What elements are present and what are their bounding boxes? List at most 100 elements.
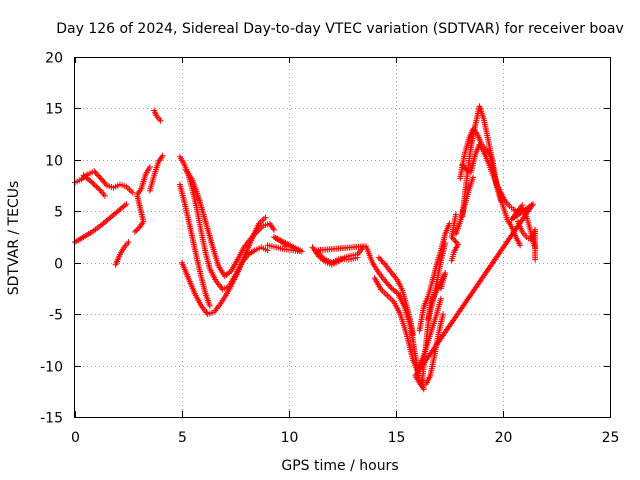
data-point-fill [90, 180, 97, 187]
series-arc-j [183, 167, 278, 280]
y-tick-label: -10 [40, 360, 63, 376]
data-point-fill [248, 234, 255, 241]
x-tick-label: 20 [495, 430, 513, 446]
data-point-fill [100, 178, 107, 185]
data-point [519, 202, 526, 209]
data-point [159, 152, 166, 159]
y-tick-label: 5 [54, 205, 63, 221]
plot-frame [74, 57, 611, 418]
plot-area [72, 103, 539, 393]
series-arc-d [112, 239, 132, 268]
data-point-fill [102, 181, 109, 188]
data-point [375, 254, 382, 261]
series-arc-z [412, 201, 536, 390]
data-point-fill [383, 279, 390, 286]
series-arc-t [448, 211, 462, 264]
data-point [437, 295, 444, 302]
data-point-fill [379, 258, 386, 265]
data-point [123, 201, 130, 208]
data-point-fill [449, 235, 456, 242]
series-arc-e [131, 164, 153, 235]
data-point [101, 192, 108, 199]
y-tick-label: 15 [45, 102, 63, 118]
data-point [146, 164, 153, 171]
data-point-fill [98, 176, 105, 183]
chart-title: Day 126 of 2024, Sidereal Day-to-day VTE… [56, 21, 624, 37]
data-point [283, 243, 290, 250]
data-point-fill [96, 173, 103, 180]
data-point-fill [93, 183, 100, 190]
data-point-fill [121, 202, 128, 209]
data-point-fill [453, 239, 460, 246]
data-point [455, 241, 462, 248]
x-tick-label: 5 [178, 430, 187, 446]
data-point [470, 174, 477, 181]
y-tick-label: -5 [49, 308, 63, 324]
series-arc-l [264, 234, 305, 255]
data-point [517, 242, 524, 249]
series-arc-k [176, 181, 213, 309]
series-arc-b [72, 201, 130, 246]
series-arc-o [371, 275, 444, 374]
data-point-fill [250, 233, 257, 240]
data-point [206, 302, 213, 309]
data-point [264, 247, 271, 254]
series-arc-i [179, 214, 269, 318]
x-tick-label: 10 [281, 430, 299, 446]
data-point-fill [92, 169, 99, 176]
y-tick-label: 20 [45, 51, 63, 67]
x-tick-label: 25 [602, 430, 620, 446]
data-point [262, 214, 269, 221]
data-point [129, 189, 136, 196]
y-tick-label: 0 [54, 257, 63, 273]
x-tick-label: 15 [388, 430, 406, 446]
tick-labels: 0 5 10 15 20 25 -15 -10 -5 0 5 10 15 20 [40, 51, 619, 447]
x-axis-label: GPS time / hours [281, 458, 398, 474]
data-point [382, 278, 389, 285]
data-point-fill [252, 230, 259, 237]
series-arc-g [151, 107, 164, 124]
data-point [89, 179, 96, 186]
y-tick-label: -15 [40, 411, 63, 427]
series-arc-c [80, 172, 108, 199]
data-point [410, 331, 417, 338]
y-tick-label: 10 [45, 154, 63, 170]
data-point-fill [452, 238, 459, 245]
data-point-fill [387, 283, 394, 290]
data-point-fill [384, 281, 391, 288]
data-point [131, 228, 138, 235]
y-axis-label: SDTVAR / TECUs [6, 181, 22, 296]
grid-lines [75, 57, 610, 417]
data-point-fill [133, 227, 140, 234]
data-point-fill [251, 231, 258, 238]
data-point [532, 256, 539, 263]
data-point [247, 236, 254, 243]
data-point [271, 226, 278, 233]
data-point [440, 311, 447, 318]
data-point-fill [386, 282, 393, 289]
x-tick-label: 0 [71, 430, 80, 446]
series-arc-x [452, 174, 477, 237]
series-arc-m [309, 243, 367, 268]
data-point [452, 211, 459, 218]
data-point [125, 239, 132, 246]
data-point [157, 117, 164, 124]
data-point [91, 168, 98, 175]
data-point [420, 386, 427, 393]
series-arc-f [146, 152, 166, 194]
data-point-fill [96, 186, 103, 193]
data-point-fill [94, 184, 101, 191]
data-point [97, 175, 104, 182]
data-point-fill [95, 172, 102, 179]
data-point-fill [93, 171, 100, 178]
data-point-fill [87, 178, 94, 185]
data-point-fill [451, 236, 458, 243]
series-arc-p [375, 254, 417, 338]
data-point [510, 206, 517, 213]
data-point-fill [377, 256, 384, 263]
data-point-fill [381, 260, 388, 267]
data-point-fill [91, 182, 98, 189]
data-point-fill [101, 179, 108, 186]
data-point [354, 254, 361, 261]
